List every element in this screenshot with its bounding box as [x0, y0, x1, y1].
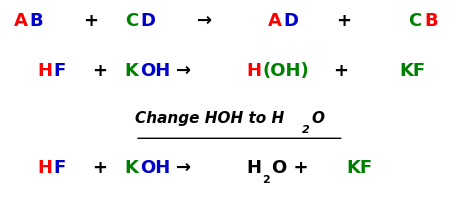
Text: +: + — [92, 62, 108, 80]
Text: →: → — [176, 62, 191, 80]
Text: F: F — [54, 159, 66, 177]
Text: A: A — [14, 12, 28, 30]
Text: B: B — [424, 12, 438, 30]
Text: →: → — [176, 159, 191, 177]
Text: 2: 2 — [302, 125, 310, 135]
Text: O +: O + — [272, 159, 308, 177]
Text: C: C — [125, 12, 138, 30]
Text: →: → — [197, 12, 212, 30]
Text: H: H — [246, 159, 262, 177]
Text: +: + — [337, 12, 352, 30]
Text: +: + — [92, 159, 108, 177]
Text: K: K — [125, 159, 138, 177]
Text: D: D — [283, 12, 299, 30]
Text: A: A — [268, 12, 282, 30]
Text: B: B — [30, 12, 44, 30]
Text: H: H — [246, 62, 262, 80]
Text: KF: KF — [400, 62, 426, 80]
Text: Change HOH to H: Change HOH to H — [135, 111, 284, 126]
Text: 2: 2 — [262, 175, 270, 185]
Text: D: D — [140, 12, 155, 30]
Text: K: K — [125, 62, 138, 80]
Text: O: O — [312, 111, 325, 126]
Text: KF: KF — [346, 159, 372, 177]
Text: F: F — [54, 62, 66, 80]
Text: +: + — [83, 12, 98, 30]
Text: OH: OH — [140, 62, 170, 80]
Text: OH: OH — [140, 159, 170, 177]
Text: H: H — [37, 159, 52, 177]
Text: (OH): (OH) — [262, 62, 309, 80]
Text: C: C — [409, 12, 422, 30]
Text: H: H — [37, 62, 52, 80]
Text: +: + — [333, 62, 348, 80]
